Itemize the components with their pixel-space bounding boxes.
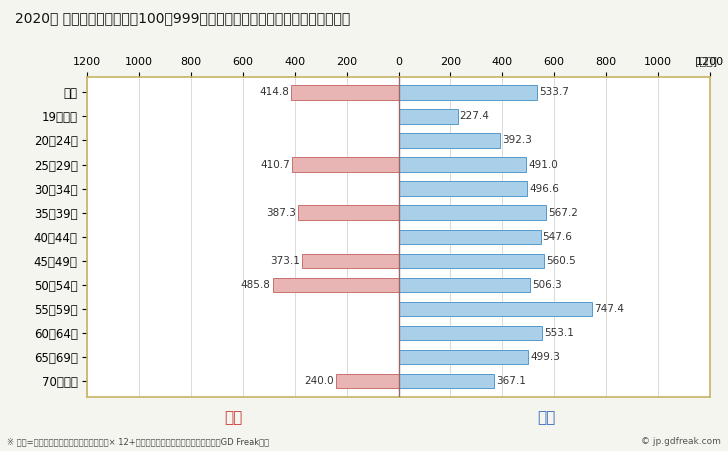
Bar: [399, 374, 494, 388]
Bar: [399, 85, 537, 100]
Text: 553.1: 553.1: [544, 328, 574, 338]
Bar: [399, 278, 530, 292]
Bar: [399, 157, 526, 172]
Text: 2020年 民間企業（従業者数100〜999人）フルタイム労働者の男女別平均年収: 2020年 民間企業（従業者数100〜999人）フルタイム労働者の男女別平均年収: [15, 11, 350, 25]
Text: 女性: 女性: [223, 410, 242, 425]
Text: 227.4: 227.4: [459, 111, 489, 121]
Text: 男性: 男性: [537, 410, 555, 425]
Text: [万円]: [万円]: [695, 56, 717, 66]
Bar: [399, 326, 542, 341]
Text: 240.0: 240.0: [304, 376, 334, 386]
Text: 414.8: 414.8: [259, 87, 289, 97]
Text: 499.3: 499.3: [530, 352, 560, 362]
Bar: [399, 302, 593, 316]
Bar: [399, 206, 546, 220]
Text: 506.3: 506.3: [532, 280, 562, 290]
Bar: [399, 109, 458, 124]
Bar: [298, 206, 399, 220]
Bar: [399, 230, 541, 244]
Bar: [399, 253, 544, 268]
Bar: [302, 253, 399, 268]
Text: 567.2: 567.2: [547, 208, 577, 218]
Bar: [336, 374, 399, 388]
Text: 560.5: 560.5: [546, 256, 576, 266]
Text: 367.1: 367.1: [496, 376, 526, 386]
Text: 485.8: 485.8: [241, 280, 271, 290]
Text: 410.7: 410.7: [260, 160, 290, 170]
Bar: [399, 350, 528, 364]
Bar: [399, 181, 527, 196]
Text: 747.4: 747.4: [595, 304, 625, 314]
Text: 373.1: 373.1: [270, 256, 300, 266]
Text: 387.3: 387.3: [266, 208, 296, 218]
Text: 547.6: 547.6: [542, 232, 572, 242]
Text: 533.7: 533.7: [539, 87, 569, 97]
Text: 392.3: 392.3: [502, 135, 532, 146]
Bar: [272, 278, 399, 292]
Bar: [399, 133, 500, 147]
Text: ※ 年収=「きまって支給する現金給与額」× 12+「年間賞与その他特別給与額」としてGD Freak推計: ※ 年収=「きまって支給する現金給与額」× 12+「年間賞与その他特別給与額」と…: [7, 437, 269, 446]
Text: 496.6: 496.6: [529, 184, 559, 193]
Text: 491.0: 491.0: [528, 160, 558, 170]
Text: © jp.gdfreak.com: © jp.gdfreak.com: [641, 437, 721, 446]
Bar: [291, 85, 399, 100]
Bar: [292, 157, 399, 172]
